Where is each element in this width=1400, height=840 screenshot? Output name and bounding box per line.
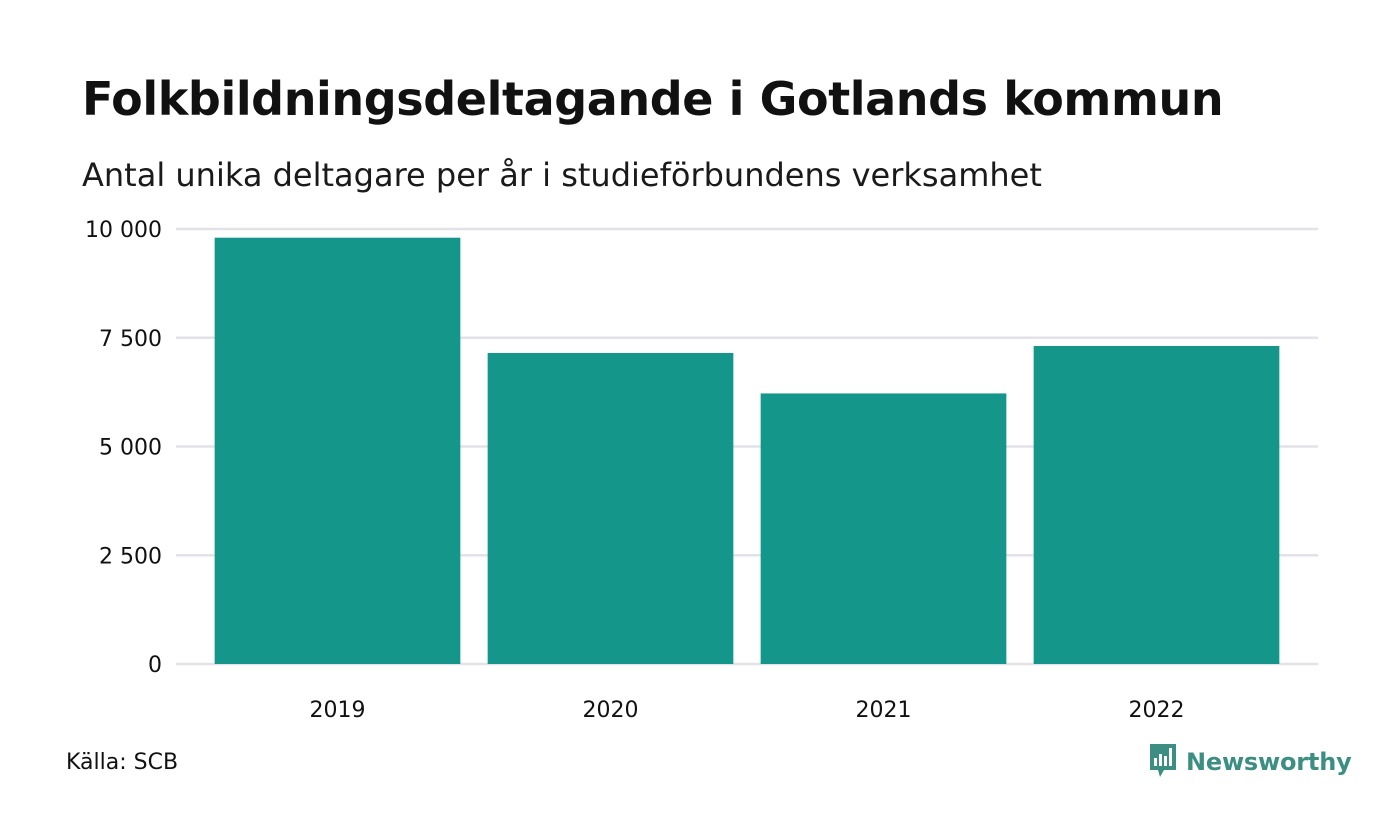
y-tick-label: 7 500: [99, 327, 162, 352]
x-axis-tick-labels: 2019 2020 2021 2022: [310, 698, 1185, 723]
brand-logo: Newsworthy: [1148, 743, 1352, 781]
bar-2020: [487, 352, 734, 664]
bar-2021: [760, 393, 1007, 664]
brand-name: Newsworthy: [1186, 748, 1352, 776]
bar-2019: [214, 237, 461, 664]
bar-2022: [1033, 346, 1280, 664]
x-tick-label: 2022: [1129, 698, 1185, 723]
y-tick-label: 10 000: [85, 218, 162, 243]
x-tick-label: 2021: [856, 698, 912, 723]
y-axis-tick-labels: 0 2 500 5 000 7 500 10 000: [85, 218, 162, 678]
chart-subtitle: Antal unika deltagare per år i studieför…: [82, 156, 1042, 194]
x-tick-label: 2020: [583, 698, 639, 723]
y-tick-label: 0: [148, 653, 162, 678]
source-note: Källa: SCB: [66, 750, 179, 775]
newsworthy-logo-icon: [1150, 744, 1176, 777]
y-tick-label: 5 000: [99, 436, 162, 461]
x-tick-label: 2019: [310, 698, 366, 723]
chart-title: Folkbildningsdeltagande i Gotlands kommu…: [82, 72, 1224, 126]
bars: [214, 237, 1280, 664]
y-tick-label: 2 500: [99, 544, 162, 569]
